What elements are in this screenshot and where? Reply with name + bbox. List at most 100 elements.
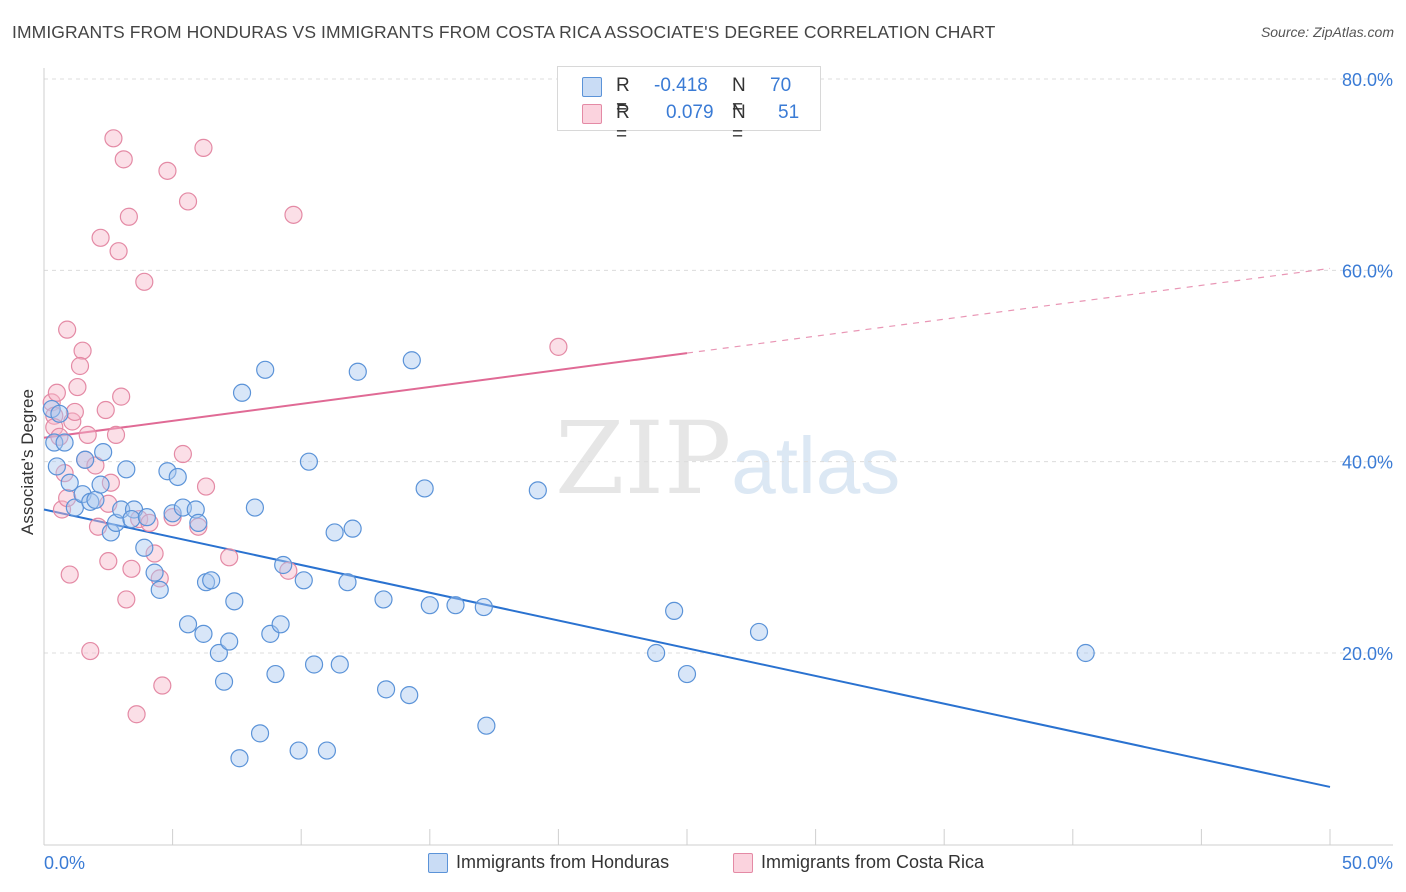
honduras-point	[325, 523, 344, 542]
costa-rica-point	[47, 383, 66, 402]
honduras-point	[214, 672, 234, 691]
costa-rica-point	[104, 129, 123, 148]
costa-rica-point	[119, 207, 138, 226]
honduras-point	[338, 573, 357, 592]
costa-rica-point	[158, 161, 177, 180]
costa-rica-point	[86, 456, 105, 475]
honduras-point	[50, 404, 69, 423]
honduras-point	[274, 555, 293, 575]
grid-lines	[44, 78, 1393, 654]
honduras-point	[299, 452, 319, 471]
costa-rica-point	[81, 641, 100, 661]
legend-label: Immigrants from Costa Rica	[761, 852, 985, 872]
tick-labels: 20.0% 40.0% 60.0% 80.0% 0.0% 50.0%	[44, 70, 1393, 873]
honduras-point	[665, 601, 684, 621]
costa-rica-point	[279, 561, 298, 580]
honduras-point	[94, 443, 113, 462]
honduras-point	[145, 563, 164, 582]
costa-rica-point	[99, 552, 118, 571]
axes	[43, 68, 1393, 846]
honduras-point	[420, 596, 439, 615]
honduras-point	[135, 538, 154, 557]
honduras-point	[91, 475, 110, 494]
honduras-point	[117, 460, 136, 479]
honduras-point	[202, 571, 221, 590]
honduras-point	[168, 467, 187, 487]
chart-title: IMMIGRANTS FROM HONDURAS VS IMMIGRANTS F…	[12, 22, 996, 42]
honduras-point	[256, 360, 275, 379]
honduras-point	[266, 664, 285, 684]
watermark-zip: ZIP	[555, 400, 732, 517]
costa-rica-point	[68, 377, 87, 397]
honduras-point	[647, 643, 666, 663]
costa-rica-point	[153, 676, 172, 695]
source-credit: Source: ZipAtlas.com	[1260, 24, 1394, 40]
r-label: R =	[616, 102, 630, 145]
n-value: 70	[770, 75, 792, 96]
y-axis-label: Associate's Degree	[18, 389, 37, 535]
honduras-point	[677, 664, 697, 684]
costa-rica-point	[73, 341, 92, 360]
costa-rica-point	[194, 138, 213, 157]
honduras-point	[220, 632, 239, 651]
honduras-point	[294, 571, 313, 590]
legend-label: Immigrants from Honduras	[456, 852, 670, 872]
costa-rica-point	[65, 402, 84, 422]
costa-rica-point	[91, 228, 110, 247]
r-label: R =	[616, 75, 630, 118]
honduras-point	[474, 597, 493, 617]
costa-rica-point	[122, 559, 141, 578]
honduras-point	[1076, 643, 1095, 663]
costa-rica-swatch	[733, 853, 753, 873]
honduras-point	[330, 655, 349, 674]
honduras-point	[749, 622, 769, 642]
costa-rica-point	[50, 427, 69, 446]
honduras-trend-line	[43, 508, 1331, 788]
stats-legend: R = -0.418 N = 70 R = 0.079 N = 51	[557, 66, 821, 145]
r-value: -0.418	[654, 75, 708, 96]
honduras-point	[250, 724, 270, 743]
r-value: 0.079	[666, 102, 714, 123]
honduras-point	[60, 473, 79, 492]
costa-rica-point	[284, 205, 303, 224]
honduras-point	[271, 615, 290, 634]
honduras-point	[232, 383, 252, 402]
honduras-points	[42, 351, 1095, 768]
honduras-point	[209, 643, 228, 663]
costa-rica-point	[96, 400, 115, 420]
honduras-point	[376, 680, 396, 699]
honduras-point	[55, 433, 74, 452]
costa-rica-point	[58, 488, 77, 508]
costa-rica-point	[60, 565, 79, 584]
costa-rica-point	[549, 337, 568, 356]
costa-rica-point	[178, 192, 198, 211]
honduras-point	[225, 592, 244, 611]
honduras-swatch	[582, 77, 602, 97]
honduras-point	[289, 741, 308, 760]
costa-rica-point	[109, 242, 128, 261]
costa-rica-point	[117, 590, 136, 609]
honduras-point	[150, 580, 169, 599]
honduras-point	[317, 741, 337, 760]
honduras-point	[245, 498, 265, 517]
costa-rica-point	[106, 425, 126, 444]
y-tick-label: 60.0%	[1342, 261, 1393, 281]
honduras-point	[76, 450, 95, 469]
x-tick-label: 50.0%	[1342, 853, 1393, 873]
honduras-point	[194, 624, 213, 643]
n-label: N =	[732, 102, 746, 145]
honduras-point	[230, 749, 249, 768]
honduras-point	[402, 351, 421, 370]
honduras-point	[86, 490, 105, 510]
costa-rica-point	[78, 425, 97, 444]
costa-rica-point	[173, 444, 192, 464]
honduras-point	[374, 590, 393, 609]
honduras-swatch	[428, 853, 448, 873]
honduras-point	[477, 716, 496, 735]
costa-rica-point	[127, 705, 146, 724]
y-tick-label: 40.0%	[1342, 453, 1393, 473]
honduras-point	[178, 615, 198, 634]
costa-rica-point	[135, 272, 154, 291]
costa-rica-point	[58, 320, 77, 339]
honduras-point	[400, 685, 419, 705]
